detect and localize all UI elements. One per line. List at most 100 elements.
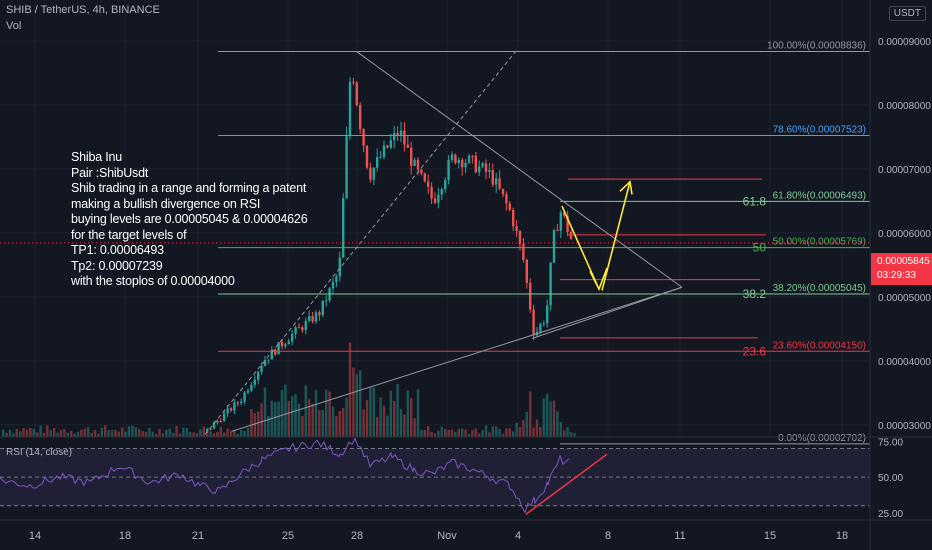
candle-body	[219, 421, 222, 423]
volume-bar	[90, 432, 93, 437]
candle-body	[467, 155, 471, 163]
time-axis-tick: 25	[282, 530, 294, 542]
rsi-axis-tick: 75.00	[878, 437, 903, 448]
candle-body	[243, 392, 246, 402]
volume-bar	[495, 426, 498, 437]
volume-bar	[427, 426, 430, 437]
candle-body	[372, 167, 375, 180]
candle-body	[260, 365, 263, 372]
volume-bar	[440, 426, 443, 437]
volume-bar	[379, 397, 382, 437]
volume-bar	[301, 415, 304, 437]
candle-body	[478, 166, 481, 173]
volume-bar	[100, 427, 103, 437]
price-axis-tick: 0.00005000	[878, 293, 931, 304]
volume-bar	[192, 432, 195, 437]
candle-body	[552, 230, 556, 263]
candle-body	[539, 324, 542, 332]
volume-bar	[87, 427, 90, 437]
currency-button[interactable]: USDT	[888, 6, 926, 21]
candle-body	[270, 349, 273, 360]
volume-bar	[345, 397, 348, 437]
rsi-label[interactable]: RSI (14, close)	[6, 447, 73, 458]
volume-bar	[522, 419, 525, 437]
volume-bar	[274, 401, 277, 437]
fib-level-label: 78.60%(0.00007523)	[773, 124, 866, 135]
volume-bar	[433, 433, 437, 437]
candle-body	[566, 215, 569, 232]
candle-body	[437, 194, 440, 203]
volume-bar	[335, 415, 338, 437]
volume-bar	[134, 427, 137, 437]
note-line: with the stoplos of 0.00004000	[71, 274, 235, 288]
candle-body	[284, 344, 287, 347]
candle-body	[311, 316, 314, 322]
volume-label[interactable]: Vol	[6, 20, 22, 32]
volume-bar	[76, 431, 80, 437]
volume-bar	[297, 403, 301, 437]
candle-body	[525, 259, 528, 283]
volume-bar	[70, 430, 73, 437]
volume-bar	[474, 428, 477, 437]
volume-bar	[25, 429, 29, 437]
candle-body	[362, 129, 365, 146]
candle-body	[352, 81, 355, 83]
fib-level-label: 50.00%(0.00005769)	[773, 237, 866, 248]
volume-bar	[478, 433, 481, 437]
note-line: Tp2: 0.00007239	[71, 258, 163, 273]
rsi-axis-tick: 25.00	[878, 509, 903, 520]
volume-bar	[304, 385, 307, 437]
triangle-lower-line	[531, 286, 683, 339]
note-line: making a bullish divergence on RSI	[71, 196, 261, 211]
volume-bar	[212, 433, 216, 437]
candle-body	[342, 198, 345, 258]
fib-level-label: 0.00%(0.00002702)	[778, 433, 866, 444]
candle-body	[209, 428, 212, 430]
time-axis-tick: 4	[515, 530, 521, 542]
candle-body	[382, 145, 386, 158]
volume-bar	[556, 411, 559, 437]
candle-body	[522, 244, 525, 260]
candle-body	[294, 327, 297, 334]
volume-bar	[461, 428, 464, 437]
volume-bar	[182, 427, 185, 437]
candle-body	[301, 327, 304, 331]
note-line: Pair :ShibUsdt	[71, 165, 149, 180]
volume-bar	[199, 429, 202, 437]
candle-body	[348, 81, 352, 137]
volume-bar	[573, 433, 576, 437]
volume-bar	[542, 398, 545, 437]
candle-body	[325, 300, 328, 302]
candle-body	[532, 309, 535, 336]
volume-bar	[328, 391, 331, 437]
volume-bar	[447, 429, 450, 437]
volume-bar	[314, 390, 318, 437]
fib-level-label: 38.20%(0.00005045)	[773, 283, 866, 294]
volume-bar	[416, 389, 420, 437]
volume-bar	[141, 431, 144, 437]
candle-body	[331, 281, 335, 289]
volume-bar	[467, 433, 471, 437]
volume-bar	[454, 431, 457, 437]
candle-body	[246, 390, 250, 393]
trend-line	[231, 286, 683, 432]
candle-body	[495, 178, 498, 185]
volume-bar	[219, 426, 222, 437]
volume-bar	[124, 431, 127, 437]
candle-body	[335, 276, 338, 282]
candle-body	[427, 181, 430, 187]
candle-body	[444, 179, 447, 190]
candle-body	[556, 230, 559, 232]
volume-bar	[253, 413, 256, 437]
volume-bar	[246, 427, 250, 437]
symbol-title[interactable]: SHIB / TetherUS, 4h, BINANCE	[6, 4, 160, 16]
volume-bar	[83, 428, 86, 437]
note-line: buying levels are 0.00005045 & 0.0000462…	[71, 212, 308, 226]
volume-bar	[73, 433, 76, 437]
volume-bar	[376, 417, 379, 437]
volume-bar	[243, 430, 246, 437]
note-line: Shib trading in a range and forming a pa…	[71, 181, 307, 195]
triangle-upper-line	[356, 51, 683, 288]
volume-bar	[172, 432, 175, 437]
